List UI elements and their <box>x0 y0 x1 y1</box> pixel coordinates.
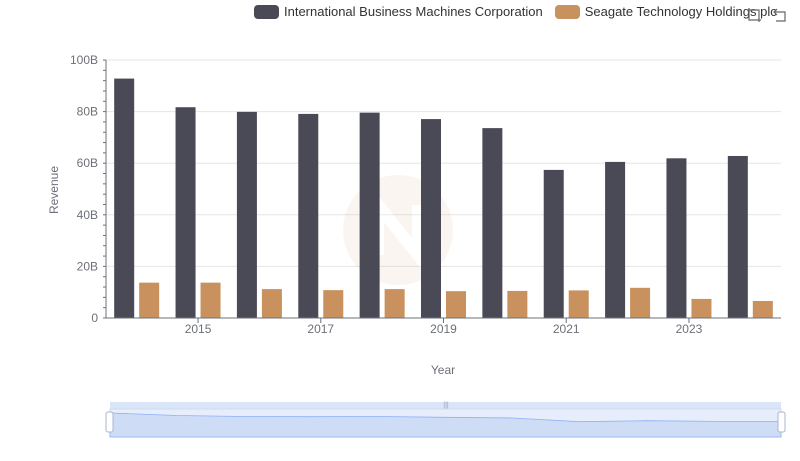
data-zoom-right-handle[interactable] <box>777 411 786 433</box>
x-tick-label: 2019 <box>430 322 457 336</box>
bar-ibm-2019[interactable] <box>421 119 441 318</box>
zoom-reset-icon[interactable] <box>772 7 788 23</box>
bar-ibm-2023[interactable] <box>666 158 687 318</box>
x-axis: 2015 2017 2019 2021 2023 <box>106 317 781 336</box>
legend-swatch-ibm <box>254 4 279 19</box>
bar-ibm-2017[interactable] <box>298 113 319 318</box>
x-tick-label: 2017 <box>307 322 334 336</box>
bar-seagate-2019[interactable] <box>446 291 466 318</box>
bar-ibm-2015[interactable] <box>175 107 196 319</box>
bar-ibm-2018[interactable] <box>359 112 380 319</box>
bar-ibm-2024[interactable] <box>727 155 748 318</box>
bar-ibm-2021[interactable] <box>543 169 564 318</box>
y-axis: 0 20B 40B 60B 80B 100B <box>70 53 107 325</box>
y-tick-label: 60B <box>77 156 98 170</box>
data-zoom-top-bar[interactable] <box>110 402 781 409</box>
y-tick-label: 0 <box>91 311 98 325</box>
legend-swatch-seagate <box>554 4 580 19</box>
data-zoom-preview-area <box>109 412 782 438</box>
y-tick-label: 80B <box>77 105 98 119</box>
data-zoom-slider[interactable]: ||| <box>105 402 786 438</box>
legend-item-seagate[interactable]: Seagate Technology Holdings plc <box>554 4 777 19</box>
bar-seagate-2015[interactable] <box>200 282 221 318</box>
toolbox <box>746 7 788 23</box>
legend: International Business Machines Corporat… <box>254 4 789 19</box>
bar-ibm-2014[interactable] <box>114 78 135 319</box>
bar-seagate-2020[interactable] <box>507 290 528 318</box>
x-tick-label: 2015 <box>185 322 212 336</box>
x-axis-title: Year <box>431 363 455 377</box>
legend-label-seagate: Seagate Technology Holdings plc <box>584 4 777 19</box>
bar-ibm-2016[interactable] <box>236 111 257 318</box>
legend-item-ibm[interactable]: International Business Machines Corporat… <box>254 4 543 19</box>
bar-seagate-2017[interactable] <box>323 290 344 318</box>
bar-seagate-2024[interactable] <box>752 300 773 318</box>
x-tick-label: 2021 <box>553 322 580 336</box>
y-tick-label: 100B <box>70 53 98 67</box>
bar-ibm-2020[interactable] <box>482 128 503 318</box>
x-tick-label: 2023 <box>676 322 703 336</box>
data-zoom-left-handle[interactable] <box>105 411 114 433</box>
bars <box>114 78 773 319</box>
data-zoom-grip-icon[interactable]: ||| <box>443 402 449 409</box>
y-tick-label: 40B <box>77 208 98 222</box>
bar-seagate-2016[interactable] <box>261 289 282 318</box>
bar-seagate-2023[interactable] <box>691 298 712 318</box>
legend-label-ibm: International Business Machines Corporat… <box>284 4 543 19</box>
bar-seagate-2018[interactable] <box>384 289 405 318</box>
y-tick-label: 20B <box>77 259 98 273</box>
bar-ibm-2022[interactable] <box>605 161 626 318</box>
bar-seagate-2022[interactable] <box>630 287 651 318</box>
zoom-select-icon[interactable] <box>746 7 762 23</box>
y-axis-title: Revenue <box>47 166 61 214</box>
bar-seagate-2021[interactable] <box>568 290 589 318</box>
bar-seagate-2014[interactable] <box>139 282 160 318</box>
